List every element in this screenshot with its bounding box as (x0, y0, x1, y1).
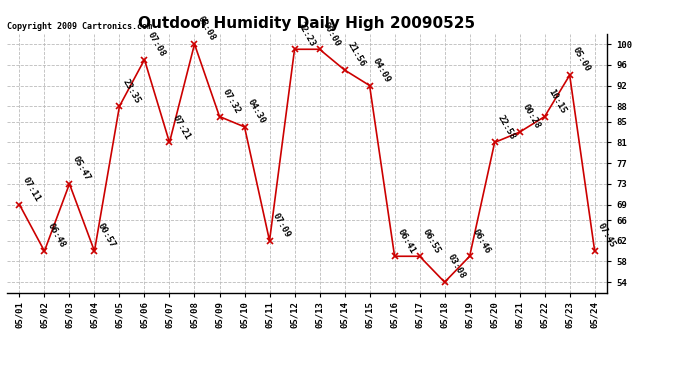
Text: 07:09: 07:09 (271, 211, 292, 239)
Text: 06:41: 06:41 (396, 227, 417, 255)
Text: 05:00: 05:00 (571, 46, 592, 74)
Text: 06:48: 06:48 (46, 222, 67, 250)
Text: 00:57: 00:57 (96, 222, 117, 250)
Text: 07:32: 07:32 (221, 87, 242, 115)
Text: 04:30: 04:30 (246, 98, 267, 126)
Text: 07:08: 07:08 (146, 30, 167, 58)
Text: 07:11: 07:11 (21, 176, 42, 203)
Text: 05:47: 05:47 (71, 154, 92, 182)
Text: 21:56: 21:56 (346, 41, 367, 69)
Text: 22:58: 22:58 (496, 113, 518, 141)
Text: 22:23: 22:23 (296, 20, 317, 48)
Text: 00:00: 00:00 (321, 20, 342, 48)
Text: 03:08: 03:08 (196, 15, 217, 43)
Text: 04:09: 04:09 (371, 56, 392, 84)
Text: 07:45: 07:45 (596, 222, 618, 250)
Text: 03:08: 03:08 (446, 253, 467, 281)
Text: 06:46: 06:46 (471, 227, 492, 255)
Text: 06:55: 06:55 (421, 227, 442, 255)
Text: 07:21: 07:21 (171, 113, 192, 141)
Text: 23:35: 23:35 (121, 77, 142, 105)
Text: 10:15: 10:15 (546, 87, 567, 115)
Title: Outdoor Humidity Daily High 20090525: Outdoor Humidity Daily High 20090525 (139, 16, 475, 31)
Text: Copyright 2009 Cartronics.com: Copyright 2009 Cartronics.com (7, 22, 152, 31)
Text: 00:28: 00:28 (521, 103, 542, 130)
